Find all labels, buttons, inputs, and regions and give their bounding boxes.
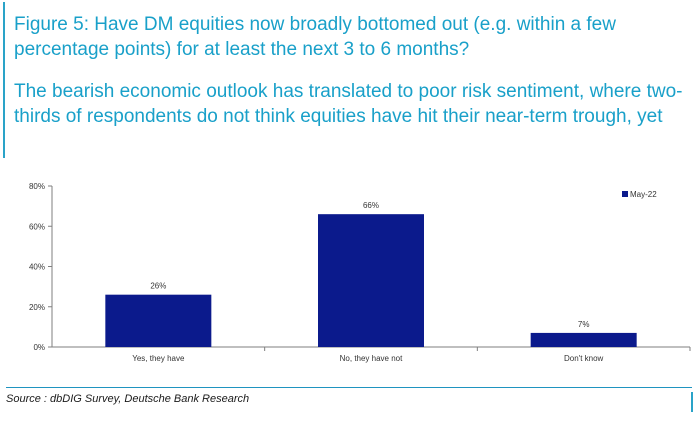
legend-label: May-22 [630, 190, 657, 199]
y-tick-label: 80% [29, 182, 45, 191]
y-tick-label: 60% [29, 222, 45, 231]
x-tick-label: No, they have not [340, 354, 403, 363]
y-tick-label: 0% [33, 343, 45, 352]
bar-chart: 0% 20% 40% 60% 80% 26% Yes, they have 66% No, th… [29, 182, 691, 363]
figure-title: Figure 5: Have DM equities now broadly b… [14, 14, 616, 60]
figure-header: Figure 5: Have DM equities now broadly b… [14, 12, 694, 129]
x-tick-label: Yes, they have [132, 354, 185, 363]
source-note: Source : dbDIG Survey, Deutsche Bank Res… [6, 393, 250, 405]
y-tick-label: 40% [29, 263, 45, 272]
bar-value-label: 66% [363, 201, 379, 210]
y-tick-label: 20% [29, 303, 45, 312]
legend-swatch [622, 191, 628, 197]
bar [105, 294, 212, 347]
bar [318, 214, 424, 347]
right-accent-rule [691, 392, 693, 412]
bar [530, 332, 637, 347]
left-accent-rule [3, 2, 5, 158]
figure-subtitle: The bearish economic outlook has transla… [14, 81, 683, 127]
chart-area: 0% 20% 40% 60% 80% 26% Yes, they have 66% No, th… [0, 170, 700, 375]
bar-value-label: 26% [150, 282, 166, 291]
source-divider [6, 387, 692, 388]
x-tick-label: Don't know [564, 354, 604, 363]
bar-value-label: 7% [578, 320, 590, 329]
